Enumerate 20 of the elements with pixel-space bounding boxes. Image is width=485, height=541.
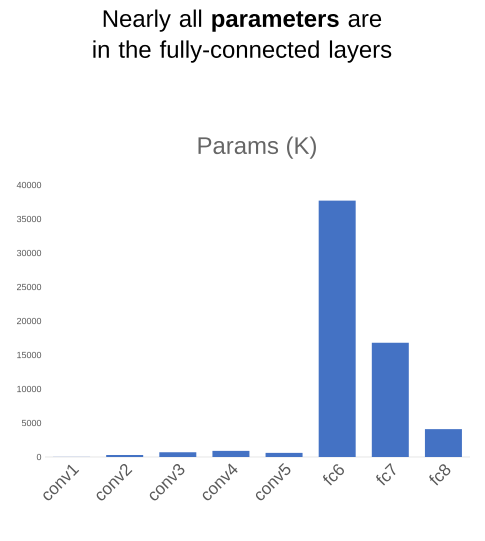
bar <box>266 452 303 457</box>
x-tick-label: fc8 <box>429 464 450 486</box>
bar <box>424 429 462 457</box>
chart-subtitle: Params (K) <box>198 136 316 159</box>
bar <box>159 452 196 457</box>
x-tick-label: fc6 <box>323 464 344 486</box>
y-tick-label: 15000 <box>17 352 42 358</box>
x-tick-label: fc7 <box>376 463 396 486</box>
y-tick-label: 0 <box>36 454 42 460</box>
y-tick-label: 25000 <box>17 284 42 290</box>
y-tick-label: 40000 <box>16 182 42 188</box>
y-tick-label: 20000 <box>17 318 42 324</box>
y-tick-label: 5000 <box>22 420 42 426</box>
y-tick-label: 10000 <box>17 386 42 392</box>
y-tick-label: 30000 <box>16 250 42 256</box>
bar <box>318 200 356 457</box>
y-tick-label: 35000 <box>16 216 42 222</box>
bar <box>372 342 409 457</box>
chart-title: Nearly all parameters are in the fully-connected layers <box>93 10 392 63</box>
bar <box>212 450 250 457</box>
